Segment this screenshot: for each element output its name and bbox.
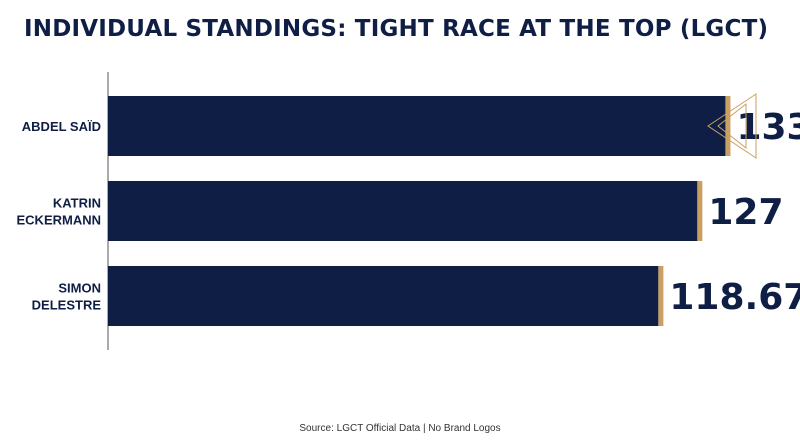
category-label-0: ABDEL SAÏD xyxy=(22,119,101,134)
chart-title: INDIVIDUAL STANDINGS: TIGHT RACE AT THE … xyxy=(24,16,769,42)
category-label-2: SIMON DELESTRE xyxy=(32,281,102,313)
bar-2 xyxy=(108,266,659,326)
marker-triangle-1 xyxy=(717,102,747,150)
value-label-0: 133 xyxy=(736,107,800,148)
value-label-1: 127 xyxy=(708,192,783,233)
value-label-2: 118.67 xyxy=(669,277,800,318)
source-note: Source: LGCT Official Data | No Brand Lo… xyxy=(299,423,501,434)
bars-group: ABDEL SAÏD 133 KATRIN ECKERMANN 127 SIMON DELE… xyxy=(17,96,800,326)
bar-0 xyxy=(108,96,726,156)
category-label-1: KATRIN ECKERMANN xyxy=(17,196,102,228)
bar-1 xyxy=(108,181,698,241)
marker-triangle-0 xyxy=(707,93,757,159)
leader-marker-icon xyxy=(707,93,757,159)
bar-cap-2 xyxy=(658,266,664,326)
bar-cap-0 xyxy=(725,96,731,156)
bar-cap-1 xyxy=(697,181,703,241)
